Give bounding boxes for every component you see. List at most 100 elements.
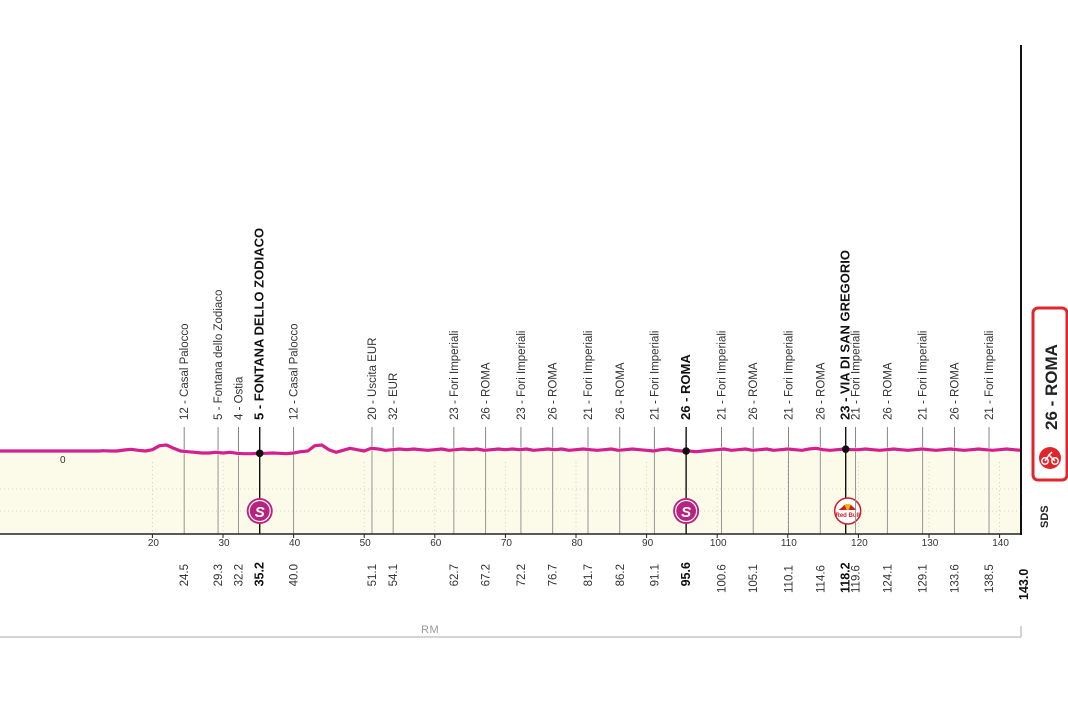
waypoint-dot bbox=[255, 449, 264, 458]
profile-line bbox=[0, 443, 1021, 456]
waypoint-label: 21 - Fori Imperiali bbox=[984, 331, 996, 420]
sprint-marker-icon: S bbox=[246, 498, 273, 524]
waypoint: 21 - Fori Imperiali 100.6 bbox=[716, 331, 728, 593]
waypoint-km-label: 67.2 bbox=[481, 564, 493, 586]
profile-area bbox=[0, 445, 1021, 533]
finish-km-label: 143.0 bbox=[1017, 569, 1031, 600]
waypoint-km-label: 76.7 bbox=[548, 564, 560, 586]
km-axis-tick-label: 60 bbox=[430, 538, 442, 549]
waypoint-km-label: 105.1 bbox=[748, 564, 760, 593]
region-label: RM bbox=[421, 624, 439, 636]
waypoint-km-label: 32.2 bbox=[234, 564, 246, 586]
km-axis-group: 20 30 40 50 60 70 80 90 100 110 120 130 140 bbox=[0, 533, 1021, 549]
waypoint: 21 - Fori Imperiali 138.5 bbox=[984, 331, 996, 593]
profile-line-group bbox=[0, 443, 1021, 456]
waypoint-label: 26 - ROMA bbox=[882, 362, 894, 420]
waypoint: 5 - FONTANA DELLO ZODIACO 35.2 S bbox=[246, 228, 273, 586]
waypoint-km-label: 51.1 bbox=[367, 564, 379, 586]
waypoint-km-label: 40.0 bbox=[289, 564, 301, 586]
sprint-marker-icon: S bbox=[673, 498, 700, 524]
waypoint: 23 - Fori Imperiali 72.2 bbox=[516, 331, 528, 587]
waypoint-km-label: 129.1 bbox=[918, 564, 930, 593]
waypoint-label: 21 - Fori Imperiali bbox=[716, 331, 728, 420]
km-axis-tick-label: 20 bbox=[148, 538, 160, 549]
waypoint-km-label: 138.5 bbox=[984, 564, 996, 593]
waypoint: 12 - Casal Palocco 40.0 bbox=[289, 323, 301, 586]
km-axis-tick-label: 110 bbox=[781, 538, 797, 549]
km-axis-tick-label: 80 bbox=[571, 538, 583, 549]
waypoint: 26 - ROMA 105.1 bbox=[748, 362, 760, 593]
waypoint-label: 26 - ROMA bbox=[548, 362, 560, 420]
sprint-marker-letter: S bbox=[681, 504, 691, 521]
waypoint-km-label: 95.6 bbox=[679, 562, 693, 586]
waypoint-label: 21 - Fori Imperiali bbox=[851, 331, 863, 420]
waypoint: 21 - Fori Imperiali 119.6 bbox=[851, 331, 863, 593]
km-axis-tick-label: 70 bbox=[501, 538, 513, 549]
start-altitude-label: 0 bbox=[60, 455, 66, 466]
waypoint-label: 26 - ROMA bbox=[748, 362, 760, 420]
waypoint-label: 5 - FONTANA DELLO ZODIACO bbox=[252, 228, 267, 420]
waypoint: 21 - Fori Imperiali 91.1 bbox=[649, 331, 661, 587]
waypoint-label: 5 - Fontana dello Zodiaco bbox=[213, 290, 225, 420]
waypoint-km-label: 86.2 bbox=[615, 564, 627, 586]
waypoint-km-label: 72.2 bbox=[516, 564, 528, 586]
waypoint-km-label: 29.3 bbox=[213, 564, 225, 586]
km-axis-tick-label: 140 bbox=[992, 538, 1009, 549]
waypoint: 20 - Uscita EUR 51.1 bbox=[367, 338, 379, 587]
waypoint-label: 23 - VIA DI SAN GREGORIO bbox=[838, 250, 853, 420]
waypoint: 26 - ROMA 95.6 S bbox=[673, 354, 700, 586]
waypoint-km-label: 133.6 bbox=[949, 564, 961, 593]
waypoint: 21 - Fori Imperiali 129.1 bbox=[918, 331, 930, 593]
km-axis-tick-label: 40 bbox=[289, 538, 301, 549]
profile-area-group bbox=[0, 445, 1021, 533]
waypoint-km-label: 124.1 bbox=[882, 564, 894, 593]
km-axis-tick-label: 100 bbox=[710, 538, 727, 549]
waypoint-label: 26 - ROMA bbox=[615, 362, 627, 420]
waypoint-label: 21 - Fori Imperiali bbox=[649, 331, 661, 420]
waypoint-label: 26 - ROMA bbox=[815, 362, 827, 420]
waypoint: 26 - ROMA 124.1 bbox=[882, 362, 894, 593]
waypoint-km-label: 110.1 bbox=[784, 565, 796, 593]
waypoint-km-label: 114.6 bbox=[815, 565, 827, 593]
waypoint: 23 - Fori Imperiali 62.7 bbox=[449, 331, 461, 587]
waypoint-dot bbox=[682, 447, 690, 455]
waypoint: 26 - ROMA 114.6 bbox=[815, 362, 827, 593]
waypoint: 12 - Casal Palocco 24.5 bbox=[179, 323, 191, 586]
km-axis-tick-label: 30 bbox=[218, 538, 230, 549]
km-axis-tick-label: 130 bbox=[922, 538, 939, 549]
waypoint-label: 21 - Fori Imperiali bbox=[784, 331, 796, 420]
waypoint-label: 21 - Fori Imperiali bbox=[918, 331, 930, 420]
waypoint-km-label: 24.5 bbox=[179, 564, 191, 586]
bonus-marker-text: Red Bull bbox=[836, 513, 861, 519]
km-axis-tick-label: 90 bbox=[642, 538, 654, 549]
waypoint: 26 - ROMA 133.6 bbox=[949, 362, 961, 593]
waypoint: 26 - ROMA 67.2 bbox=[481, 362, 493, 586]
waypoint-label: 26 - ROMA bbox=[949, 362, 961, 420]
waypoint-label: 26 - ROMA bbox=[678, 354, 693, 420]
waypoint: 5 - Fontana dello Zodiaco 29.3 bbox=[213, 290, 225, 587]
waypoint-km-label: 35.2 bbox=[253, 562, 267, 586]
waypoint: 32 - EUR 54.1 bbox=[388, 373, 400, 587]
waypoint-label: 26 - ROMA bbox=[481, 362, 493, 420]
brand-mark: SDS bbox=[1039, 505, 1051, 528]
waypoint-km-label: 62.7 bbox=[449, 564, 461, 586]
waypoint: 21 - Fori Imperiali 110.1 bbox=[784, 331, 796, 593]
waypoint-km-label: 91.1 bbox=[649, 564, 661, 586]
waypoint: 21 - Fori Imperiali 81.7 bbox=[583, 331, 595, 587]
waypoint-label: 20 - Uscita EUR bbox=[367, 338, 379, 420]
waypoint-label: 23 - Fori Imperiali bbox=[449, 331, 461, 420]
bonus-marker-icon: Red Bull bbox=[833, 497, 862, 525]
waypoint-km-label: 54.1 bbox=[388, 564, 400, 586]
waypoint-km-label: 81.7 bbox=[583, 564, 595, 586]
waypoint-label: 21 - Fori Imperiali bbox=[583, 331, 595, 420]
waypoint-label: 32 - EUR bbox=[388, 373, 400, 420]
finish-bike-icon bbox=[1039, 447, 1061, 469]
km-axis-tick-label: 50 bbox=[360, 538, 372, 549]
waypoint: 26 - ROMA 76.7 bbox=[548, 362, 560, 586]
waypoint-km-label: 119.6 bbox=[851, 565, 863, 593]
finish-label-box: 26 - ROMA bbox=[1031, 306, 1068, 482]
km-axis-tick-label: 120 bbox=[851, 538, 868, 549]
sprint-marker-letter: S bbox=[255, 504, 265, 521]
finish-label: 26 - ROMA bbox=[1042, 344, 1061, 430]
waypoint-label: 12 - Casal Palocco bbox=[289, 323, 301, 420]
